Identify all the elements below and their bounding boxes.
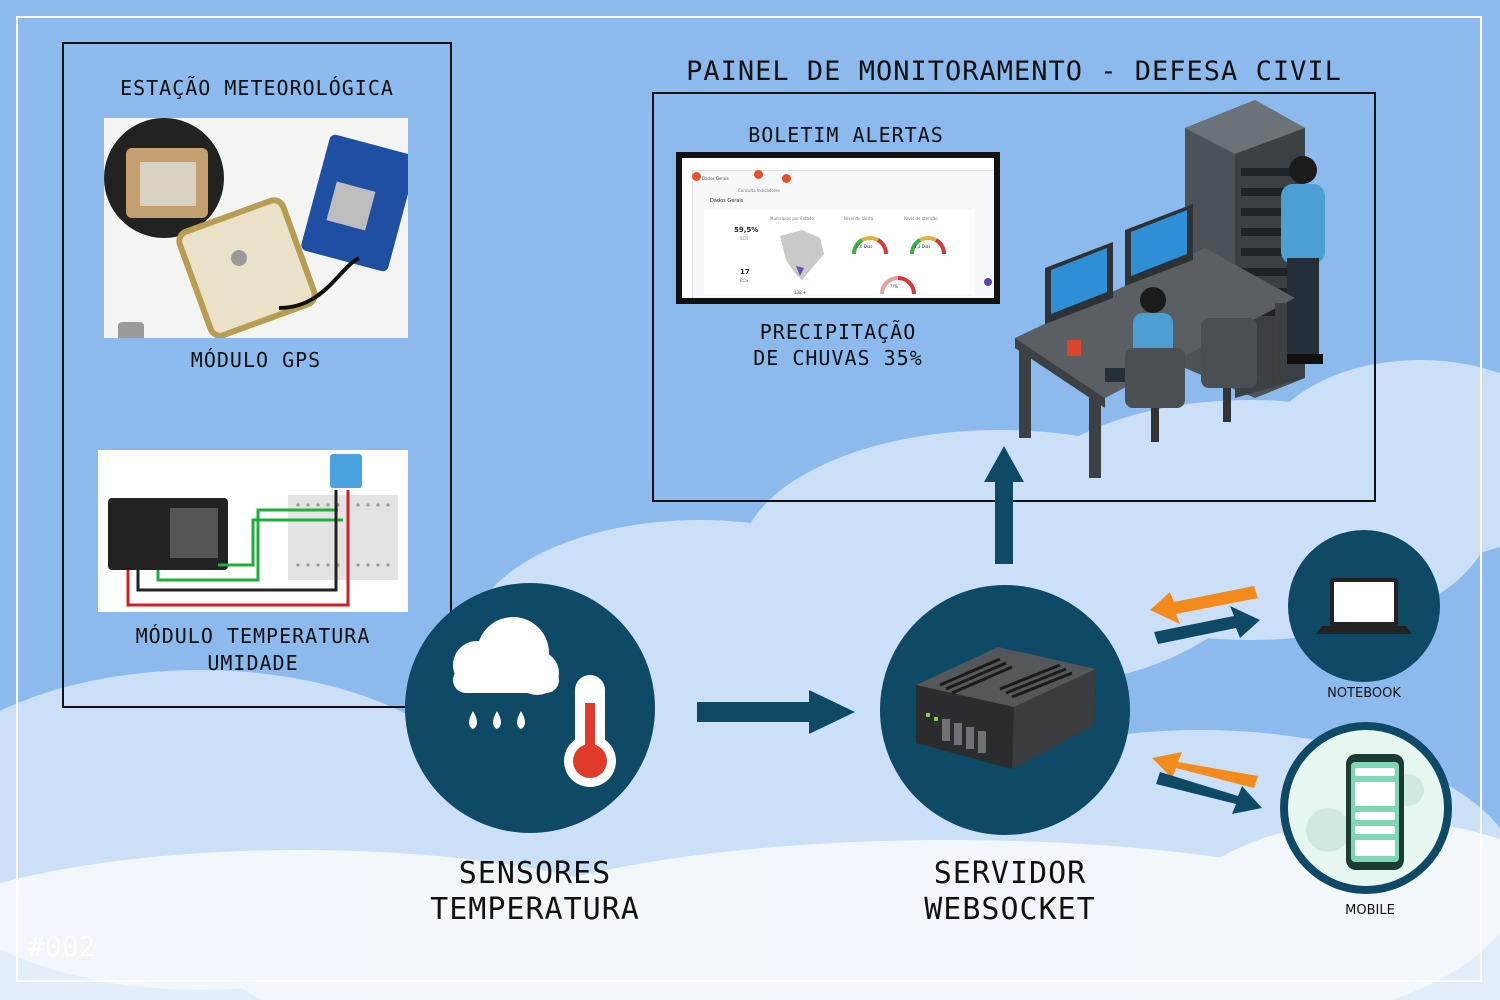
- sensors-circle: [405, 583, 655, 833]
- server-circle: [880, 585, 1130, 835]
- gauge-2-value: 1,3 Dias: [914, 244, 931, 249]
- precipitation-line2: DE CHUVAS 35%: [753, 346, 923, 370]
- monitoring-panel-box: [652, 92, 1376, 502]
- gauge-1: [851, 236, 889, 255]
- weather-station-box: [62, 42, 452, 708]
- right-arrow: [697, 690, 855, 734]
- temperature-label-line1: MÓDULO TEMPERATURA: [135, 624, 371, 648]
- column-label-1: Municípios por Estado: [770, 216, 814, 221]
- alert-badge-1[interactable]: [692, 172, 701, 181]
- outer-frame: [16, 16, 1482, 982]
- gauge-1-value: 3,0 Dias: [856, 244, 873, 249]
- gauge-3: [880, 276, 916, 295]
- gauge-2: [909, 236, 947, 255]
- gps-label: MÓDULO GPS: [190, 348, 322, 372]
- gauge-3-value: ??%: [890, 284, 899, 289]
- map-legend: 138 +: [794, 290, 807, 295]
- stat-value-1: 59,5%: [734, 226, 759, 234]
- mobile-arrows: [1152, 752, 1262, 814]
- mobile-label: MOBILE: [1345, 903, 1395, 918]
- server-label-line1: SERVIDOR: [933, 856, 1087, 891]
- laptop-icon: [1316, 578, 1412, 634]
- server-icon: [916, 647, 1096, 769]
- bulletin-label: BOLETIM ALERTAS: [748, 123, 944, 147]
- dashboard-tab-1[interactable]: Dados Gerais: [702, 176, 729, 181]
- notebook-arrows: [1150, 586, 1260, 644]
- stat-value-2: 17: [740, 268, 750, 276]
- temperature-module-image: [98, 450, 408, 612]
- notebook-label: NOTEBOOK: [1327, 686, 1401, 701]
- alert-badge-3[interactable]: [782, 174, 791, 183]
- column-label-3: Nível de atenção: [904, 216, 938, 221]
- smartphone-icon: [1306, 754, 1424, 870]
- dashboard-topbar: [682, 158, 994, 171]
- sensors-label-line2: TEMPERATURA: [430, 892, 640, 927]
- stat-sub-2: RCH: [740, 278, 749, 283]
- rain-thermometer-icon: [453, 617, 616, 787]
- notebook-circle[interactable]: [1288, 530, 1440, 682]
- column-label-2: Nível de alerta: [844, 216, 874, 221]
- alert-badge-2[interactable]: [754, 170, 763, 179]
- sensors-label-line1: SENSORES: [458, 856, 612, 891]
- help-icon[interactable]: [984, 278, 992, 286]
- figure-tag: #002: [28, 930, 96, 963]
- temperature-label-line2: UMIDADE: [207, 651, 299, 675]
- dashboard-header: Dados Gerais: [710, 198, 744, 204]
- server-label-line2: WEBSOCKET: [924, 892, 1096, 927]
- dashboard-card: [704, 210, 974, 294]
- gps-module-image: [104, 118, 408, 338]
- dashboard-screen[interactable]: Dados Gerais Consulta Indicadores Dados …: [676, 152, 1000, 304]
- mobile-circle[interactable]: [1280, 722, 1452, 894]
- dashboard-tab-2[interactable]: Consulta Indicadores: [738, 188, 780, 193]
- stat-sub-1: SCR: [740, 236, 749, 241]
- up-arrow: [984, 446, 1024, 564]
- dashboard-sidebar: [682, 170, 693, 298]
- brazil-map-icon: [780, 230, 824, 280]
- control-room-illustration: [1015, 100, 1325, 478]
- station-title: ESTAÇÃO METEOROLÓGICA: [120, 76, 394, 100]
- precipitation-line1: PRECIPITAÇÃO: [759, 320, 917, 344]
- panel-title: PAINEL DE MONITORAMENTO - DEFESA CIVIL: [686, 56, 1342, 87]
